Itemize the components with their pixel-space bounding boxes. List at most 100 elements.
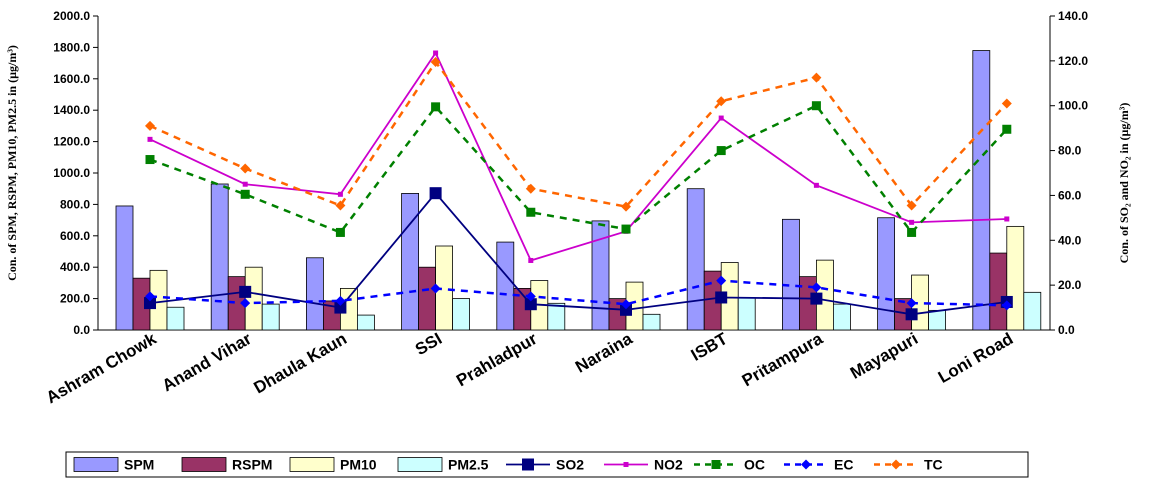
left-axis-title: Con. of SPM, RSPM, PM10, PM2.5 in (µg/m³…: [5, 45, 19, 281]
legend-label-no2: NO2: [654, 457, 683, 473]
bar-pm2-5-loni-road: [1023, 291, 1042, 331]
bar-pm2-5-mayapuri: [928, 309, 946, 331]
bar-spm-prahladpur: [496, 241, 515, 331]
marker-tc-ashram-chowk: [145, 120, 155, 131]
legend-label-ec: EC: [834, 457, 853, 473]
bar-pm2-5-dhaula-kaun: [356, 314, 375, 331]
bar-series: [115, 50, 1042, 331]
bar-pm2-5-pritampura: [833, 303, 851, 331]
legend-label-pm2-5: PM2.5: [448, 457, 489, 473]
legend: SPM RSPM PM10 PM2.5 SO2 NO2 OC EC TC: [65, 451, 1029, 478]
marker-ec-loni-road: [1001, 300, 1012, 311]
marker-ec-anand-vihar: [240, 298, 251, 309]
bar-rspm-ssi: [418, 266, 437, 331]
bar-rspm-loni-road: [989, 252, 1008, 331]
legend-label-spm: SPM: [124, 457, 154, 473]
marker-no2-mayapuri: [909, 219, 915, 225]
marker-no2-pritampura: [813, 182, 819, 188]
left-tick-label: 600.0: [60, 229, 90, 243]
marker-oc-loni-road: [1002, 124, 1012, 134]
legend-label-oc: OC: [744, 457, 765, 473]
legend-swatch-spm: [73, 457, 119, 472]
marker-ec-ashram-chowk: [145, 291, 155, 302]
marker-no2-prahladpur: [528, 257, 534, 263]
bar-pm2-5-prahladpur: [547, 302, 566, 331]
marker-oc-ashram-chowk: [145, 155, 155, 165]
marker-oc-anand-vihar: [240, 189, 250, 199]
marker-oc-dhaula-kaun: [335, 227, 345, 237]
left-tick-label: 1200.0: [53, 135, 90, 149]
legend-swatch-pm10: [289, 457, 335, 472]
right-axis-ticks: 0.0 20.0 40.0 60.0 80.0 100.0 120.0 140.0: [1050, 9, 1088, 337]
category-label-naraina: Naraina: [572, 329, 636, 377]
marker-ec-isbt: [716, 275, 727, 286]
marker-tc-naraina: [621, 201, 631, 212]
marker-tc-isbt: [716, 96, 727, 107]
legend-swatch-pm2-5: [397, 457, 443, 472]
right-tick-label: 60.0: [1058, 188, 1082, 202]
marker-ec-dhaula-kaun: [335, 295, 346, 306]
legend-label-pm10: PM10: [340, 457, 377, 473]
left-tick-label: 1600.0: [53, 72, 90, 86]
bar-spm-ashram-chowk: [115, 205, 134, 331]
bar-spm-anand-vihar: [210, 183, 229, 331]
bar-pm10-loni-road: [1006, 225, 1025, 331]
right-axis-title: Con. of SO₂ and NO₂ in (µg/m³): [1117, 103, 1131, 264]
marker-tc-pritampura: [811, 72, 822, 83]
marker-so2-prahladpur: [524, 298, 537, 311]
left-tick-label: 1000.0: [53, 166, 90, 180]
legend-marker-so2: [522, 458, 534, 471]
right-tick-label: 0.0: [1058, 323, 1075, 337]
marker-oc-prahladpur: [526, 207, 536, 217]
marker-tc-prahladpur: [525, 183, 536, 194]
category-label-mayapuri: Mayapuri: [847, 329, 921, 383]
left-tick-label: 0.0: [73, 323, 90, 337]
line-no2: [149, 51, 1007, 262]
right-tick-label: 80.0: [1058, 144, 1082, 158]
legend-label-tc: TC: [924, 457, 943, 473]
line-tc: [149, 59, 1008, 209]
bar-pm2-5-ssi: [452, 298, 471, 331]
bar-spm-pritampura: [782, 218, 800, 331]
category-label-isbt: ISBT: [688, 329, 732, 365]
legend-marker-tc: [891, 459, 901, 470]
category-label-ashram-chowk: Ashram Chowk: [43, 329, 160, 408]
category-label-anand-vihar: Anand Vihar: [159, 329, 255, 396]
marker-so2-ssi: [429, 187, 442, 200]
marker-so2-isbt: [715, 291, 728, 304]
bar-spm-ssi: [401, 193, 420, 331]
legend-swatch-rspm: [181, 457, 227, 472]
marker-oc-pritampura: [811, 101, 821, 111]
left-axis-ticks: 0.0 200.0 400.0 600.0 800.0 1000.0 1200.0 1400.…: [53, 9, 98, 337]
marker-no2-isbt: [718, 115, 724, 121]
marker-no2-dhaula-kaun: [337, 191, 343, 197]
legend-label-so2: SO2: [556, 457, 584, 473]
category-label-prahladpur: Prahladpur: [453, 329, 541, 391]
right-tick-label: 100.0: [1058, 99, 1088, 113]
marker-ec-prahladpur: [525, 291, 536, 302]
left-tick-label: 400.0: [60, 260, 90, 274]
legend-label-rspm: RSPM: [232, 457, 272, 473]
marker-so2-ashram-chowk: [144, 297, 156, 310]
bar-spm-loni-road: [972, 50, 991, 331]
bar-pm2-5-ashram-chowk: [166, 306, 185, 331]
left-tick-label: 800.0: [60, 197, 90, 211]
marker-tc-dhaula-kaun: [335, 200, 346, 211]
marker-so2-pritampura: [810, 292, 823, 305]
marker-ec-mayapuri: [906, 298, 917, 309]
marker-so2-mayapuri: [905, 308, 918, 321]
marker-so2-naraina: [620, 303, 632, 316]
marker-tc-anand-vihar: [240, 163, 251, 174]
right-tick-label: 120.0: [1058, 54, 1088, 68]
marker-oc-mayapuri: [907, 227, 917, 237]
left-tick-label: 1800.0: [53, 40, 90, 54]
bar-spm-dhaula-kaun: [305, 257, 324, 331]
marker-so2-dhaula-kaun: [334, 301, 347, 314]
bar-spm-isbt: [686, 188, 705, 331]
marker-ec-pritampura: [811, 282, 822, 293]
legend-marker-no2: [623, 462, 629, 467]
category-label-pritampura: Pritampura: [739, 329, 827, 391]
marker-ec-naraina: [621, 299, 631, 310]
category-label-ssi: SSI: [412, 329, 445, 359]
legend-marker-ec: [801, 459, 811, 470]
